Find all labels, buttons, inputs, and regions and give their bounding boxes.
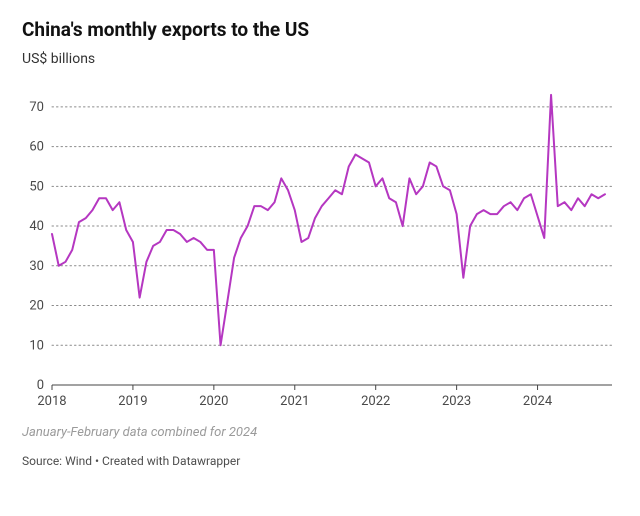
chart-source: Source: Wind • Created with Datawrapper xyxy=(22,454,618,468)
y-tick-label: 0 xyxy=(37,378,44,393)
y-tick-label: 30 xyxy=(29,259,44,274)
y-tick-label: 40 xyxy=(29,219,44,234)
y-tick-label: 60 xyxy=(29,140,44,155)
chart-note: January-February data combined for 2024 xyxy=(22,425,618,440)
y-tick-label: 70 xyxy=(29,100,44,115)
x-tick-label: 2018 xyxy=(37,394,66,409)
x-tick-label: 2024 xyxy=(523,394,553,409)
x-tick-label: 2023 xyxy=(442,394,471,409)
line-chart: 0 10 20 30 40 50 60 70 2018 2019 2020 2021 2022 2023 2… xyxy=(22,73,618,413)
x-tick-label: 2021 xyxy=(280,394,309,409)
chart-subtitle: US$ billions xyxy=(22,51,618,67)
x-tick-label: 2020 xyxy=(199,394,228,409)
chart-title: China's monthly exports to the US xyxy=(22,18,618,41)
y-tick-label: 10 xyxy=(29,338,44,353)
x-tick-label: 2019 xyxy=(118,394,147,409)
data-line xyxy=(52,95,605,345)
x-tick-label: 2022 xyxy=(361,394,390,409)
y-tick-label: 20 xyxy=(29,299,44,314)
y-tick-label: 50 xyxy=(29,179,44,194)
chart-svg: 0 10 20 30 40 50 60 70 2018 2019 2020 2021 2022 2023 2… xyxy=(22,73,618,413)
